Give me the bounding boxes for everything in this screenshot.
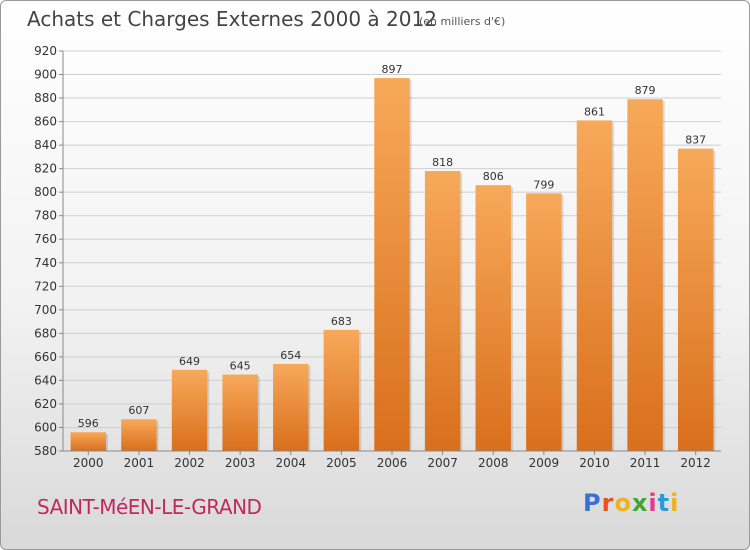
y-tick-label: 800 — [34, 185, 57, 199]
x-tick-label: 2002 — [174, 456, 205, 470]
location-label: SAINT-MéEN-LE-GRAND — [37, 495, 262, 519]
y-tick-label: 660 — [34, 350, 57, 364]
logo-letter: x — [631, 489, 649, 517]
bar — [70, 432, 107, 451]
bar — [323, 329, 360, 451]
y-tick-label: 920 — [34, 44, 57, 58]
y-tick-label: 580 — [34, 444, 57, 458]
y-tick-label: 720 — [34, 279, 57, 293]
chart-title: Achats et Charges Externes 2000 à 2012 — [27, 7, 437, 31]
x-tick-label: 2004 — [275, 456, 306, 470]
data-label: 806 — [483, 170, 504, 183]
y-tick-label: 860 — [34, 115, 57, 129]
x-tick-label: 2012 — [680, 456, 711, 470]
logo-letter: t — [657, 489, 671, 517]
axes: 580 600 620 640 660 680 700 720 740 760 780 800 820 8… — [34, 44, 721, 470]
y-tick-label: 760 — [34, 232, 57, 246]
chart-subtitle: (en milliers d'€) — [419, 15, 506, 28]
y-tick-label: 700 — [34, 303, 57, 317]
y-tick-label: 600 — [34, 420, 57, 434]
y-tick-label: 620 — [34, 397, 57, 411]
logo-letter: P — [583, 489, 602, 517]
data-label: 607 — [128, 404, 149, 417]
proxiti-logo: Proxiti — [583, 489, 679, 517]
bar — [273, 363, 309, 451]
x-tick-label: 2000 — [73, 456, 104, 470]
data-label: 861 — [584, 105, 605, 118]
bar — [677, 148, 714, 451]
x-tick-label: 2009 — [529, 456, 560, 470]
bar — [424, 171, 461, 451]
bar — [627, 99, 663, 451]
bar — [121, 419, 157, 451]
bar — [222, 374, 258, 451]
y-tick-label: 900 — [34, 68, 57, 82]
logo-letter: i — [648, 489, 658, 517]
logo-letter: r — [601, 489, 615, 517]
y-tick-label: 780 — [34, 209, 57, 223]
bar — [171, 369, 208, 451]
y-tick-label: 880 — [34, 91, 57, 105]
data-label: 879 — [635, 84, 656, 97]
x-tick-label: 2005 — [326, 456, 357, 470]
x-tick-label: 2001 — [124, 456, 155, 470]
data-label: 654 — [280, 349, 301, 362]
x-tick-label: 2007 — [427, 456, 458, 470]
y-tick-label: 840 — [34, 138, 57, 152]
x-tick-label: 2006 — [377, 456, 408, 470]
data-label: 683 — [331, 315, 352, 328]
x-tick-label: 2010 — [579, 456, 610, 470]
logo-letter: o — [614, 489, 632, 517]
data-label: 818 — [432, 156, 453, 169]
data-label: 649 — [179, 355, 200, 368]
y-tick-label: 740 — [34, 256, 57, 270]
data-label: 645 — [230, 360, 251, 373]
y-tick-label: 640 — [34, 373, 57, 387]
data-label: 837 — [685, 134, 706, 147]
x-tick-label: 2011 — [630, 456, 661, 470]
bars: 596 607 649 645 654 683 897 818 806 799 861 879 837 — [70, 63, 716, 451]
bar — [526, 193, 562, 451]
data-label: 897 — [382, 63, 403, 76]
x-tick-label: 2003 — [225, 456, 256, 470]
y-tick-label: 820 — [34, 162, 57, 176]
logo-letter: i — [670, 489, 680, 517]
data-label: 596 — [78, 417, 99, 430]
bar — [576, 120, 613, 451]
bar — [475, 185, 511, 451]
x-tick-label: 2008 — [478, 456, 509, 470]
bar — [374, 78, 410, 451]
data-label: 799 — [533, 178, 554, 191]
y-tick-label: 680 — [34, 326, 57, 340]
